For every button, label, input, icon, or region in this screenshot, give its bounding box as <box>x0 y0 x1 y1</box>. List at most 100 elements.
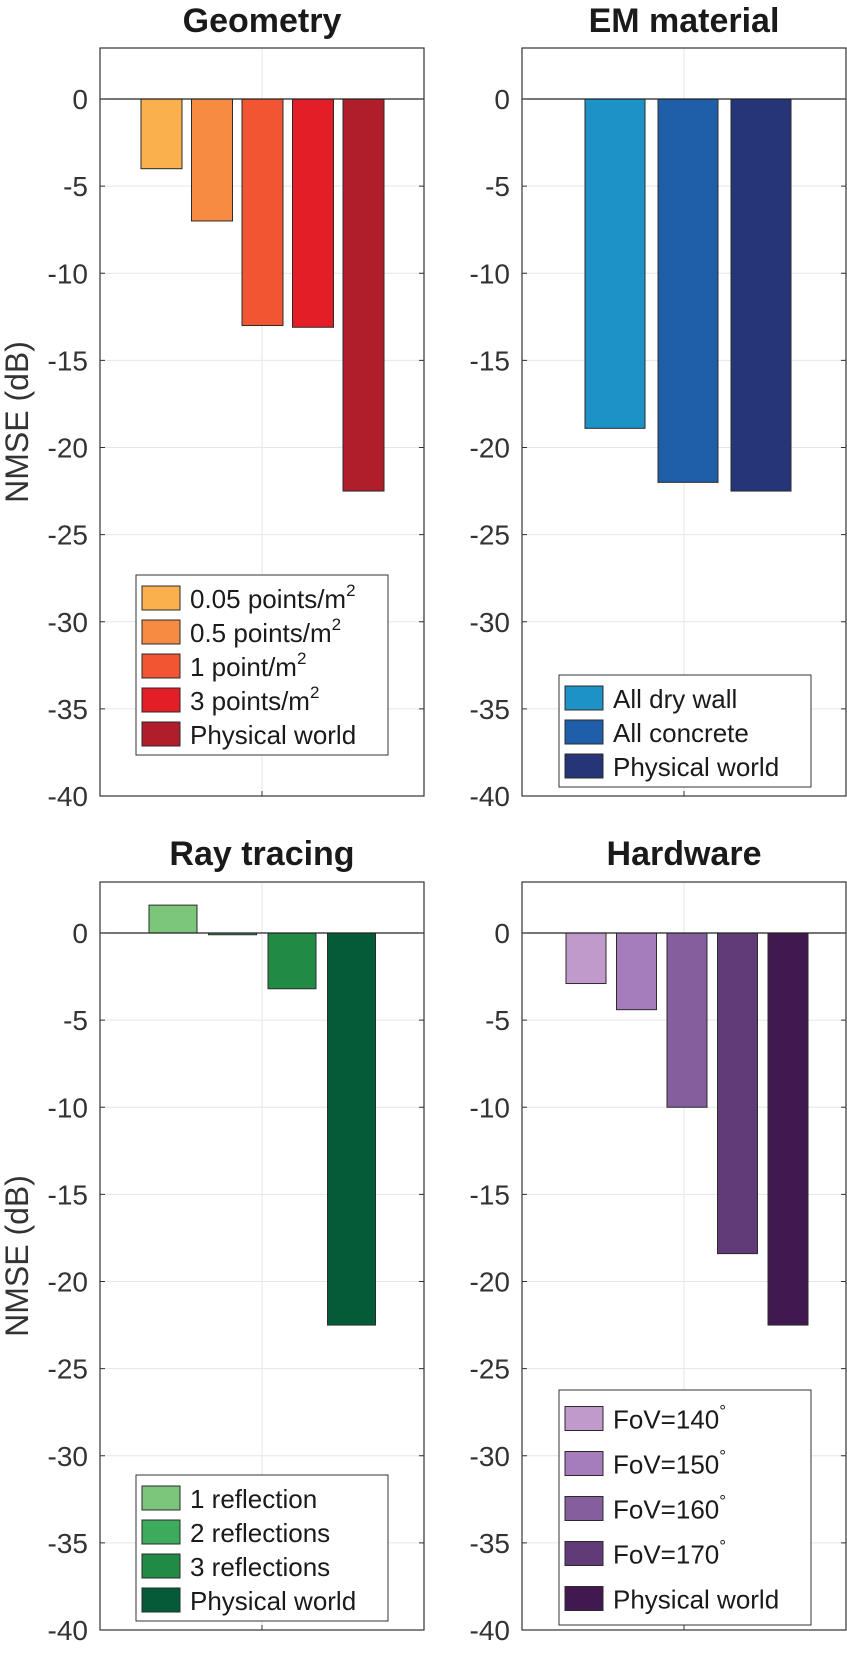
y-tick-label: -40 <box>470 781 510 812</box>
bar-0 <box>584 98 646 429</box>
chart-panel-3: 0 -5 -10 -15 -20 -25 -30 -35 -40 Hardware FoV=140°… <box>470 835 847 1646</box>
legend-swatch <box>141 585 181 611</box>
y-axis-label: NMSE (dB) <box>0 1175 35 1337</box>
y-tick-label: 0 <box>494 918 510 949</box>
legend-swatch <box>141 721 181 747</box>
y-axis-label: NMSE (dB) <box>0 341 35 503</box>
bar-1 <box>657 98 719 483</box>
y-tick-label: -30 <box>470 607 510 638</box>
legend-swatch <box>564 1541 604 1566</box>
legend-swatch <box>141 653 181 679</box>
bar-1 <box>616 932 657 1011</box>
y-tick-label: -20 <box>470 433 510 464</box>
y-tick-label: -35 <box>470 694 510 725</box>
y-tick-label: -5 <box>485 1005 510 1036</box>
legend-entry: Physical world <box>190 1586 356 1616</box>
y-tick-label: -35 <box>48 694 88 725</box>
legend-entry: 0.5 points/m2 <box>190 615 341 648</box>
legend-swatch <box>141 1519 181 1545</box>
y-tick-label: -10 <box>48 1092 88 1123</box>
y-tick-label: -40 <box>48 781 88 812</box>
legend: 1 reflection 2 reflections 3 reflections Ph… <box>135 1474 389 1622</box>
y-tick-label: -25 <box>470 520 510 551</box>
y-tick-label: -30 <box>470 1441 510 1472</box>
y-tick-label: -20 <box>48 433 88 464</box>
chart-title: Geometry <box>183 2 342 40</box>
legend-entry: 0.05 points/m2 <box>190 581 356 614</box>
y-tick-label: -40 <box>470 1615 510 1646</box>
bar-3 <box>717 932 758 1255</box>
legend: All dry wall All concrete Physical world <box>558 674 812 788</box>
legend: FoV=140° FoV=150° FoV=160° FoV=170° Physical… <box>558 1389 812 1626</box>
y-tick-label: 0 <box>494 84 510 115</box>
legend-entry: 3 points/m2 <box>190 683 319 716</box>
y-tick-label: 0 <box>72 918 88 949</box>
bar-2 <box>267 932 317 990</box>
y-tick-label: -15 <box>48 1179 88 1210</box>
legend-entry: 2 reflections <box>190 1518 330 1548</box>
legend-entry: FoV=160° <box>613 1492 726 1525</box>
y-tick-label: -15 <box>48 345 88 376</box>
legend-swatch <box>564 1496 604 1521</box>
bar-3 <box>292 98 334 328</box>
legend-swatch <box>564 1451 604 1476</box>
legend-swatch <box>564 753 604 779</box>
y-tick-label: -20 <box>48 1267 88 1298</box>
legend: 0.05 points/m20.5 points/m21 point/m23 p… <box>135 574 389 756</box>
y-tick-label: -20 <box>470 1267 510 1298</box>
legend-swatch <box>564 1406 604 1431</box>
chart-panel-2: 0 -5 -10 -15 -20 -25 -30 -35 -40 Ray tracing NMSE … <box>0 835 425 1646</box>
chart-panel-0: 0 -5 -10 -15 -20 -25 -30 -35 -40 Geometry NMSE (dB… <box>0 2 425 812</box>
legend-entry: FoV=170° <box>613 1537 726 1570</box>
legend-entry: 3 reflections <box>190 1552 330 1582</box>
bar-1 <box>191 98 233 222</box>
y-tick-label: -15 <box>470 345 510 376</box>
legend-swatch <box>141 619 181 645</box>
legend-entry: 1 point/m2 <box>190 649 306 682</box>
bar-4 <box>767 932 809 1326</box>
y-tick-label: -30 <box>48 1441 88 1472</box>
y-tick-label: -35 <box>470 1528 510 1559</box>
y-tick-label: -30 <box>48 607 88 638</box>
bar-4 <box>342 98 385 492</box>
y-tick-label: 0 <box>72 84 88 115</box>
legend-swatch <box>141 687 181 713</box>
legend-entry: 1 reflection <box>190 1484 317 1514</box>
y-tick-label: -25 <box>48 1354 88 1385</box>
bar-0 <box>140 98 183 170</box>
bar-2 <box>730 98 792 492</box>
legend-swatch <box>564 685 604 711</box>
y-tick-label: -10 <box>470 1092 510 1123</box>
y-tick-label: -10 <box>470 258 510 289</box>
y-tick-label: -5 <box>63 1005 88 1036</box>
y-tick-label: -10 <box>48 258 88 289</box>
legend-entry: All dry wall <box>613 684 737 714</box>
legend-entry: FoV=150° <box>613 1447 726 1480</box>
bar-2 <box>241 98 284 327</box>
legend-entry: All concrete <box>613 718 749 748</box>
y-tick-label: -40 <box>48 1615 88 1646</box>
legend-entry: Physical world <box>190 720 356 750</box>
legend-entry: Physical world <box>613 1585 779 1615</box>
legend-swatch <box>141 1553 181 1579</box>
bar-0 <box>565 932 607 985</box>
legend-entry: Physical world <box>613 752 779 782</box>
legend-entry: FoV=140° <box>613 1402 726 1435</box>
y-tick-label: -25 <box>48 520 88 551</box>
chart-title: Ray tracing <box>169 835 354 873</box>
bar-0 <box>148 904 198 934</box>
y-tick-label: -5 <box>485 171 510 202</box>
legend-swatch <box>564 1586 604 1611</box>
y-tick-label: -5 <box>63 171 88 202</box>
chart-title: EM material <box>589 2 780 40</box>
legend-swatch <box>141 1587 181 1613</box>
y-tick-label: -35 <box>48 1528 88 1559</box>
chart-panel-1: 0 -5 -10 -15 -20 -25 -30 -35 -40 EM material All d… <box>470 2 847 812</box>
bar-2 <box>666 932 708 1108</box>
legend-swatch <box>564 719 604 745</box>
bar-3 <box>327 932 376 1326</box>
y-tick-label: -15 <box>470 1179 510 1210</box>
chart-title: Hardware <box>607 835 762 873</box>
y-tick-label: -25 <box>470 1354 510 1385</box>
